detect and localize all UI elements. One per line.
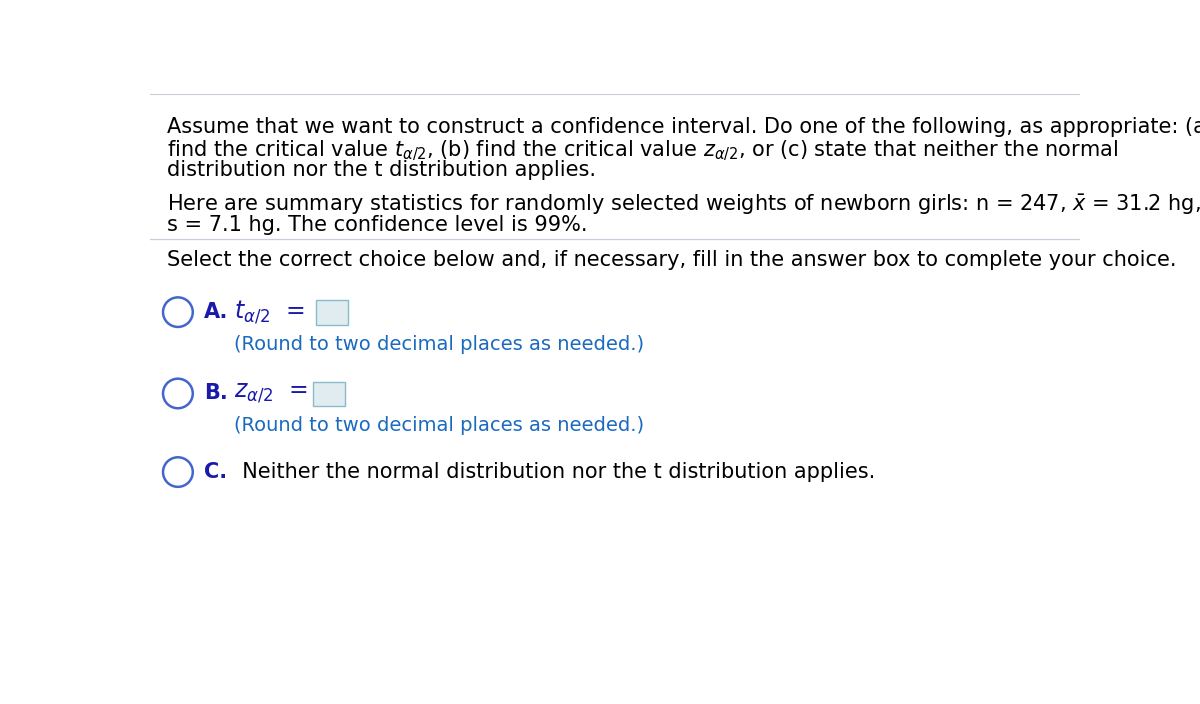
Text: A.: A. xyxy=(204,302,228,322)
Text: s = 7.1 hg. The confidence level is 99%.: s = 7.1 hg. The confidence level is 99%. xyxy=(167,215,587,234)
Text: $z_{\alpha/2}$  =: $z_{\alpha/2}$ = xyxy=(234,382,307,406)
Text: C.: C. xyxy=(204,462,227,482)
Text: Here are summary statistics for randomly selected weights of newborn girls: n = : Here are summary statistics for randomly… xyxy=(167,193,1200,217)
Text: $t_{\alpha/2}$  =: $t_{\alpha/2}$ = xyxy=(234,298,305,326)
Text: Select the correct choice below and, if necessary, fill in the answer box to com: Select the correct choice below and, if … xyxy=(167,250,1176,270)
Text: Neither the normal distribution nor the t distribution applies.: Neither the normal distribution nor the … xyxy=(229,462,875,482)
FancyBboxPatch shape xyxy=(316,300,348,325)
Text: Assume that we want to construct a confidence interval. Do one of the following,: Assume that we want to construct a confi… xyxy=(167,117,1200,137)
FancyBboxPatch shape xyxy=(313,382,346,406)
Text: (Round to two decimal places as needed.): (Round to two decimal places as needed.) xyxy=(234,335,644,354)
Text: find the critical value $t_{\alpha/2}$, (b) find the critical value $z_{\alpha/2: find the critical value $t_{\alpha/2}$, … xyxy=(167,139,1118,163)
Text: distribution nor the t distribution applies.: distribution nor the t distribution appl… xyxy=(167,161,595,180)
Text: (Round to two decimal places as needed.): (Round to two decimal places as needed.) xyxy=(234,417,644,436)
Text: B.: B. xyxy=(204,384,228,403)
